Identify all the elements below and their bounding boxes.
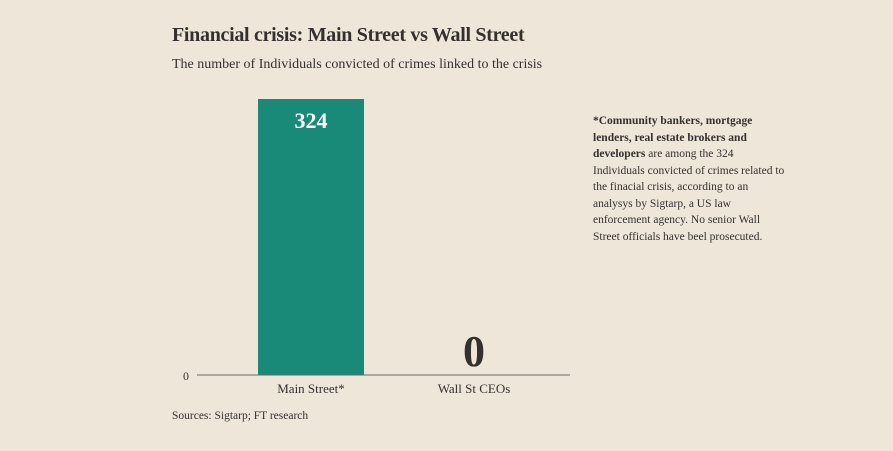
annotation-bold-text: *Community bankers, mortgage lenders, re…	[593, 115, 753, 160]
bar-1	[258, 99, 364, 375]
y-tick-label-0: 0	[183, 369, 189, 383]
data-label-2: 0	[463, 327, 485, 376]
chart-annotation: *Community bankers, mortgage lenders, re…	[593, 113, 785, 245]
annotation-text: are among the 324 Individuals convicted …	[593, 148, 785, 243]
data-label-1: 324	[295, 108, 328, 133]
x-tick-label-2: Wall St CEOs	[438, 381, 511, 396]
chart-title: Financial crisis: Main Street vs Wall St…	[172, 24, 525, 46]
x-tick-label-1: Main Street*	[277, 381, 345, 396]
chart-source: Sources: Sigtarp; FT research	[172, 410, 309, 422]
chart-subtitle: The number of Individuals convicted of c…	[172, 57, 543, 72]
